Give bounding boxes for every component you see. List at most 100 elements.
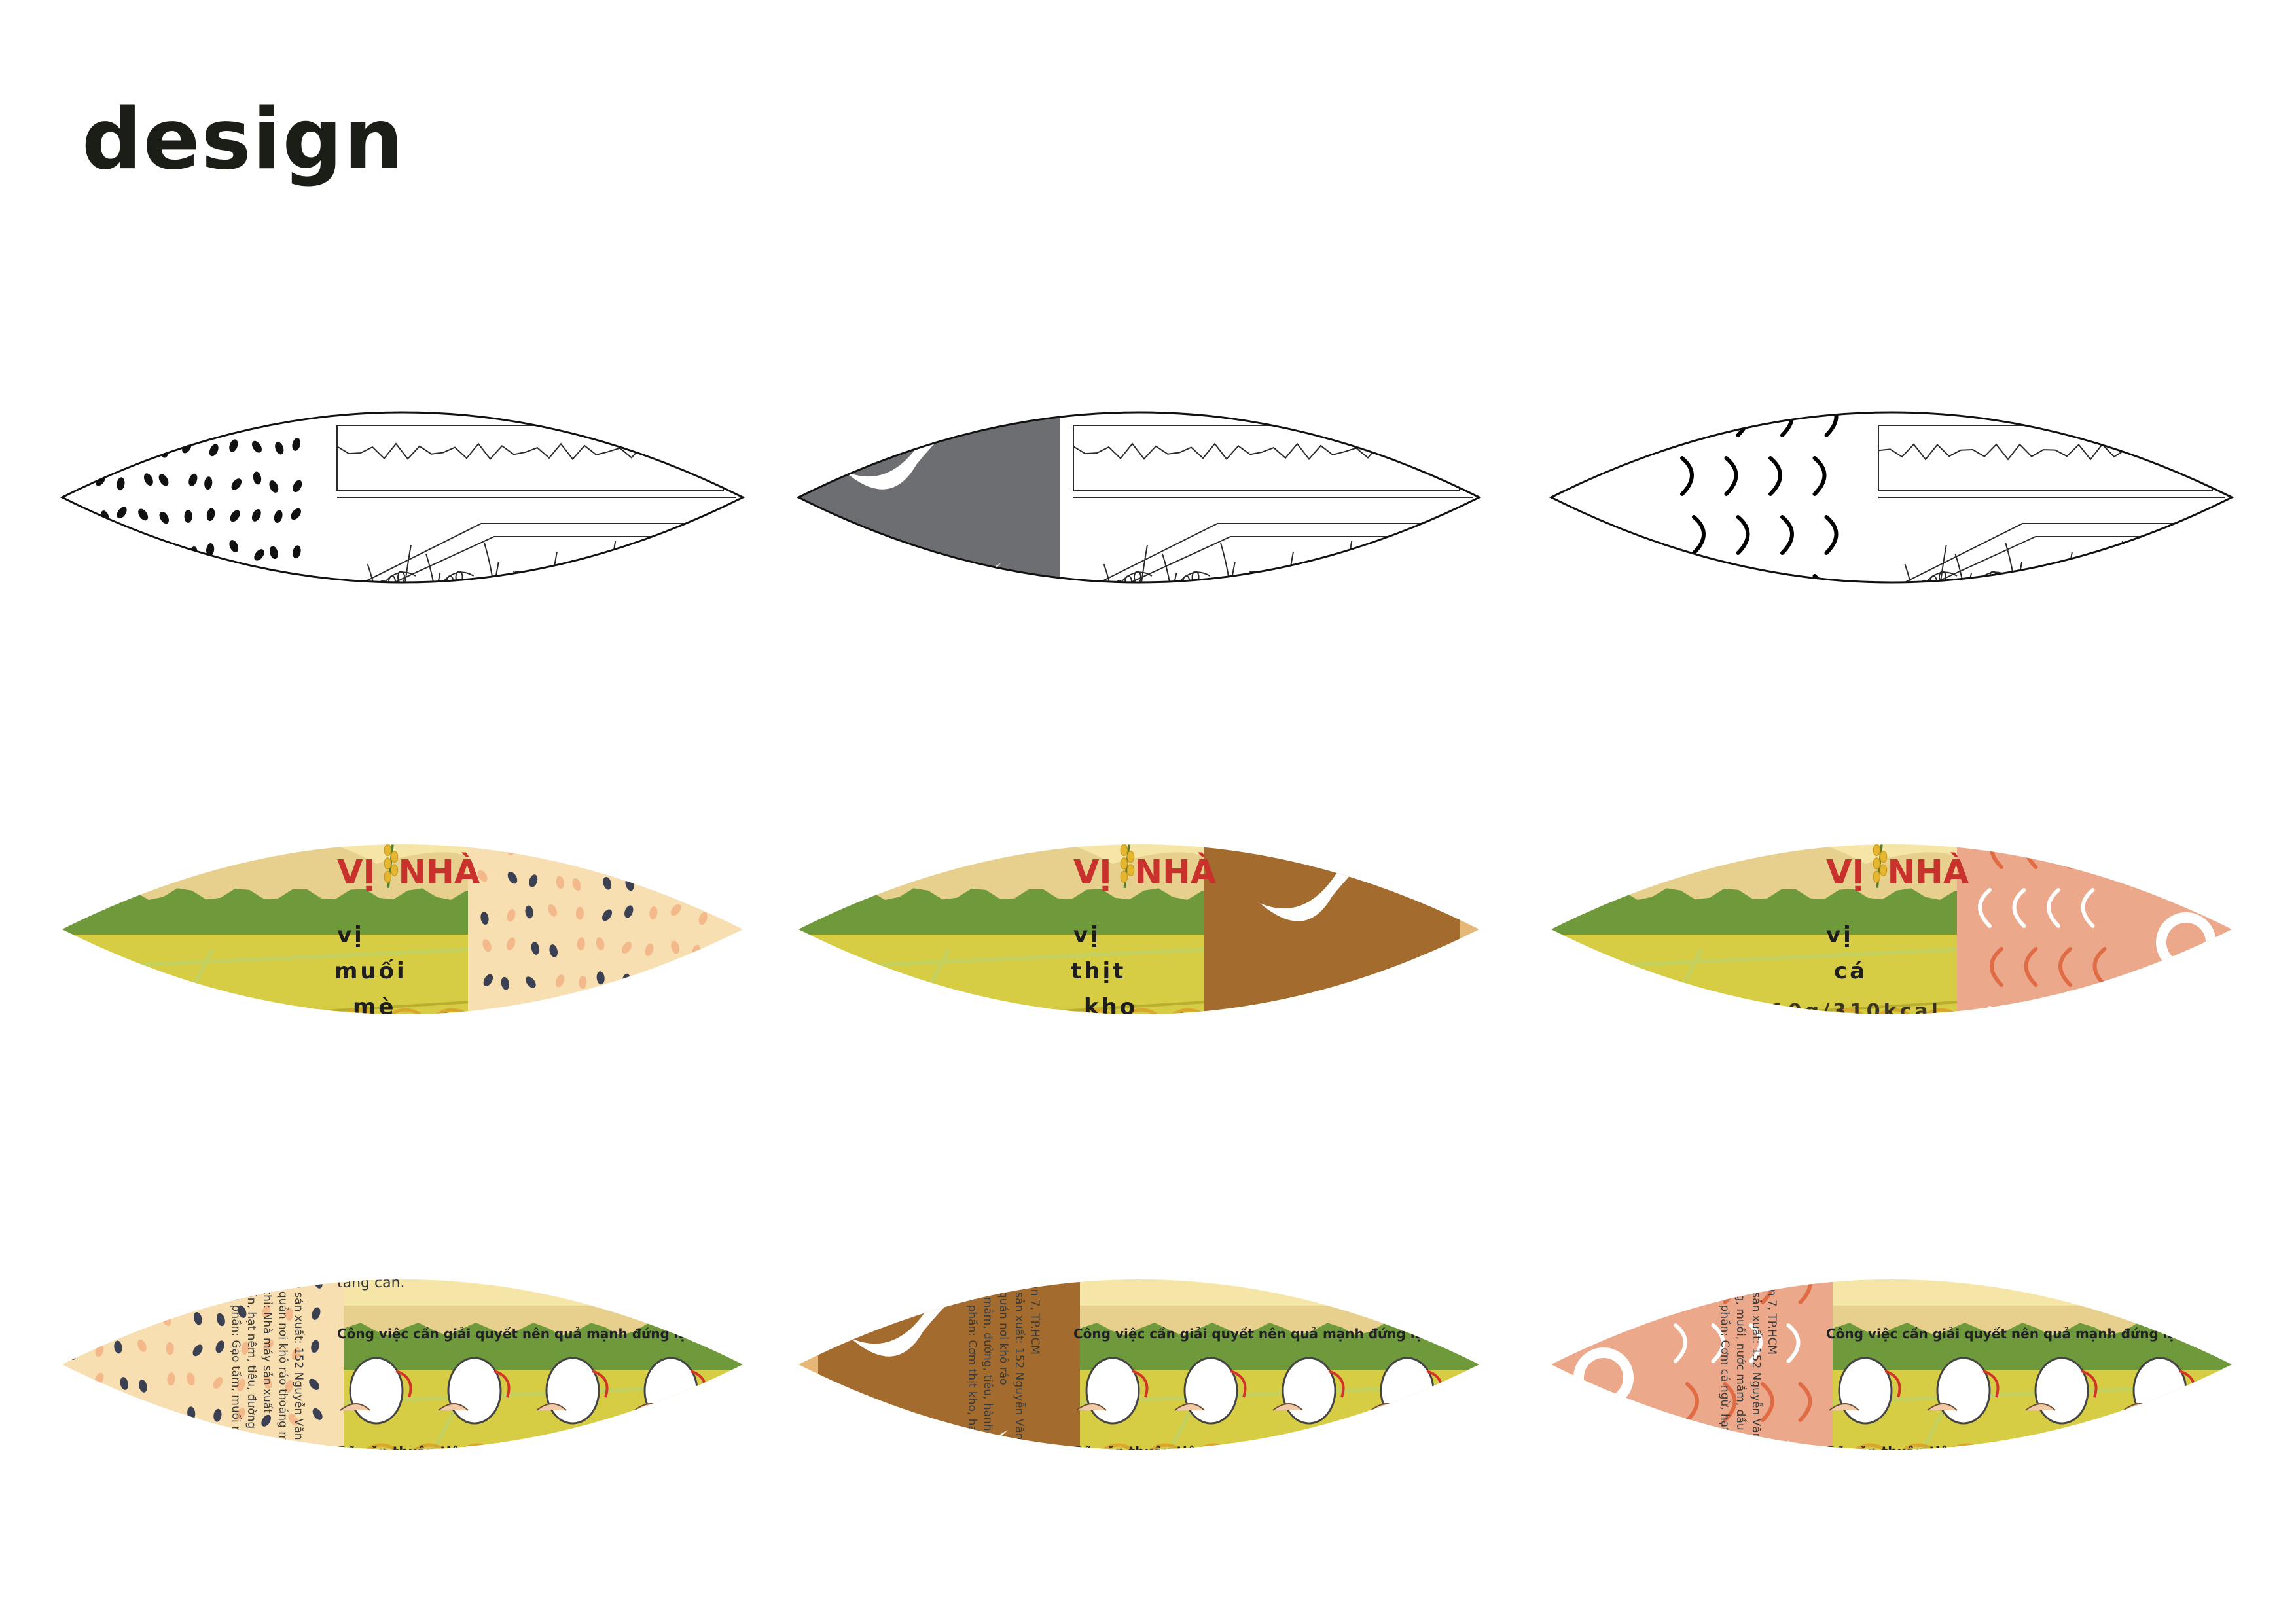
sesame-seed: [504, 770, 516, 785]
sesame-seed: [715, 943, 726, 955]
sesame-seed: [117, 507, 127, 519]
fish-scale: [1812, 456, 1827, 496]
sesame-seed: [164, 1173, 176, 1188]
sesame-seed: [99, 444, 108, 457]
sesame-seed: [168, 1410, 177, 1424]
description-line: Cơm muối mè không nên dùng thêm: [337, 1208, 602, 1224]
sesame-seed: [698, 912, 708, 925]
sesame-seed: [692, 872, 700, 886]
sesame-seed: [93, 681, 105, 696]
ingredients-side-text: Thành phần: Gạo tấm, muối mè giòng mì, dầ…: [229, 1266, 306, 1499]
side-text-line: Thành phần: Cơm cá ngừ, hạt nêm, tiêu, h…: [1718, 1266, 1732, 1524]
sesame-seed: [90, 1543, 99, 1556]
sesame-seed: [600, 1074, 608, 1087]
fish-scale: [1738, 635, 1748, 671]
sesame-seed: [73, 376, 83, 390]
sesame-seed: [551, 1115, 562, 1130]
sesame-seed: [695, 978, 706, 990]
sesame-seed: [288, 1413, 298, 1425]
flavor-label: vị cá: [1826, 922, 1865, 984]
fish-scale: [2083, 772, 2093, 808]
sesame-seed: [192, 1344, 203, 1357]
serving-pictogram: [1073, 1471, 1162, 1535]
sesame-seed: [159, 613, 172, 628]
sesame-seed: [213, 1377, 223, 1389]
sesame-seed: [289, 1543, 299, 1557]
back-fish: Thành phần: Cơm cá ngừ, hạt nêm, tiêu, h…: [1551, 1207, 2232, 1524]
fish-scale: [1674, 1323, 1687, 1363]
sesame-seed: [602, 1006, 611, 1014]
description-line: vitamin tốt cho cơ thể, giúp bạn bổ: [1826, 1230, 2080, 1247]
sesame-seed: [142, 1441, 151, 1450]
description-line: sung năng lượng nhưng không lo dầu mỡ.: [1826, 1253, 2127, 1269]
logo-wordmark-nha: NHÀ: [1933, 339, 2005, 374]
sesame-seed: [506, 937, 516, 950]
sesame-seed: [142, 643, 155, 658]
sesame-seed: [550, 774, 563, 789]
sesame-seed: [721, 767, 733, 782]
sesame-seed: [720, 1040, 728, 1054]
fish-scale: [2015, 772, 2024, 808]
sesame-seed: [250, 577, 259, 582]
logo-wordmark-nha: NHÀ: [399, 852, 480, 892]
instruction-step-2: Bữa ăn thuận tiện bạn thật giản.: [337, 1444, 578, 1459]
sesame-seed: [236, 1408, 245, 1420]
sesame-seed: [117, 1550, 127, 1563]
sesame-seed: [184, 644, 198, 659]
sesame-seed: [71, 342, 85, 357]
sesame-seed: [269, 480, 279, 493]
sesame-seed: [159, 581, 170, 582]
fish-scale: [1990, 947, 2003, 987]
sesame-seed: [193, 1311, 202, 1325]
fish-scale: [1798, 1382, 1812, 1422]
fish-scale: [1692, 515, 1706, 555]
sesame-seed: [182, 374, 190, 388]
fish-scale: [2092, 947, 2107, 987]
sesame-seed: [230, 300, 241, 315]
sesame-seed: [672, 844, 681, 850]
sesame-seed: [212, 1549, 224, 1564]
sesame-seed: [211, 1510, 225, 1525]
side-text-line: Nhà sản xuất: 152 Nguyễn Văn Lá, Tân Pho…: [1749, 1266, 1763, 1522]
sesame-seed: [65, 1279, 75, 1284]
sesame-seed: [481, 1044, 493, 1059]
description-line: và thức ăn dầu mỡ sẽ làm bạn nhanh chóng: [337, 1253, 655, 1269]
sesame-seed: [207, 681, 221, 696]
sesame-seed: [621, 1114, 634, 1129]
sesame-seed: [293, 373, 307, 388]
sesame-seed: [257, 1239, 271, 1254]
sesame-seed: [549, 844, 559, 856]
logo-wordmark-nha: NHÀ: [1888, 852, 1969, 892]
sesame-seed: [549, 944, 558, 957]
sesame-seed: [187, 1372, 195, 1386]
sesame-seed: [140, 1550, 151, 1565]
side-text-line: Thành phần: Gạo tấm, muối mè giòng mì,: [229, 1266, 243, 1499]
sesame-seed: [272, 340, 285, 355]
flavor-word: kho: [1084, 994, 1138, 1020]
sesame-seed: [548, 1044, 560, 1060]
instruction-pictogram: [340, 1357, 412, 1425]
fish-scale: [1824, 412, 1839, 437]
logo-wordmark-vi: VỊ: [337, 853, 375, 892]
sesame-seed: [68, 1446, 79, 1450]
sesame-seed: [142, 675, 154, 690]
sesame-seed: [166, 1342, 174, 1355]
fat-streak: [897, 1430, 1008, 1450]
sesame-seed: [207, 642, 217, 656]
sesame-seed: [594, 801, 607, 816]
sesame-seed: [665, 736, 679, 751]
fish-panel: [1957, 772, 2232, 1014]
sesame-seed: [528, 735, 541, 750]
fish-scale: [1789, 1207, 1799, 1243]
sesame-seed: [138, 508, 149, 521]
serving-pictogram: [337, 1471, 425, 1535]
product-description: Cá ngừ chứa đầy đủ những vitamin tốt cho …: [1826, 1208, 2127, 1269]
fish-scale: [1723, 1279, 1737, 1304]
sesame-seed: [139, 606, 153, 621]
package-outline: [796, 411, 1482, 584]
sesame-seed: [507, 872, 518, 884]
logo-wordmark-vi: VỊ: [1073, 339, 1107, 374]
sesame-seed: [673, 771, 685, 785]
sesame-seed: [206, 337, 213, 350]
sesame-seed: [65, 1209, 77, 1224]
